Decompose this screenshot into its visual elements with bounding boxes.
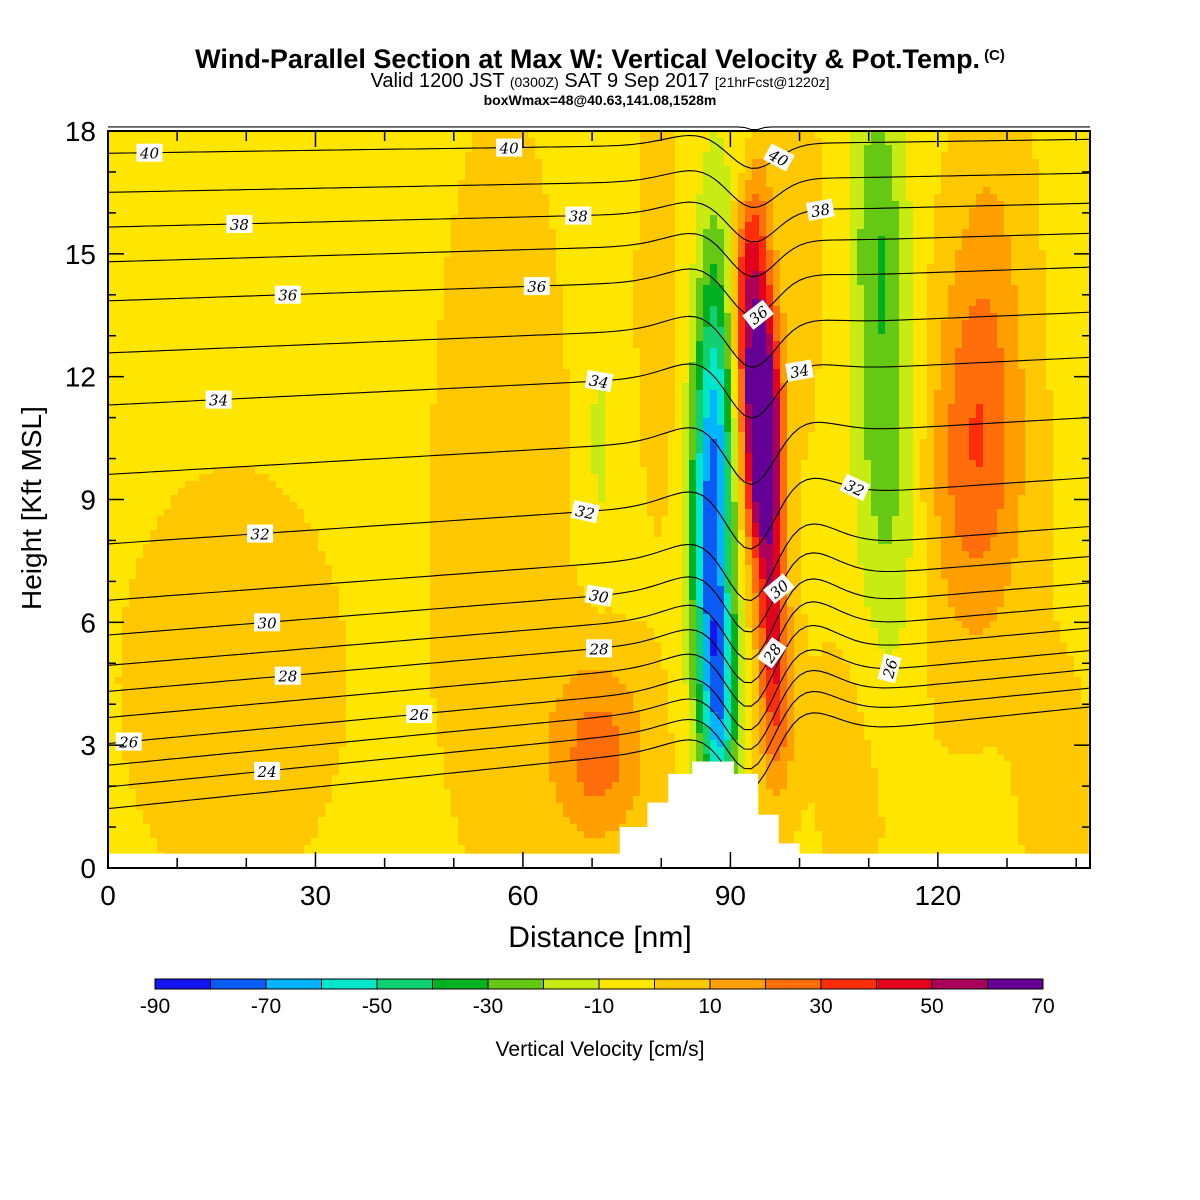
theta-contour-line [107, 668, 1091, 766]
theta-contour-label: 26 [877, 653, 902, 684]
theta-contour-label: 38 [565, 206, 592, 226]
y-tick-label: 0 [80, 853, 96, 884]
theta-contour-label: 34 [205, 390, 232, 410]
theta-contour-label: 34 [584, 369, 614, 393]
colorbar-swatch [876, 978, 933, 990]
colorbar-swatch [931, 978, 988, 990]
theta-contour-line [107, 706, 1091, 810]
theta-contour-line [107, 649, 1091, 745]
x-tick-label: 120 [914, 880, 961, 911]
colorbar-swatch [265, 978, 322, 990]
colorbar-tick-label: -70 [251, 995, 281, 1018]
copyright-mark: (C) [984, 47, 1005, 64]
y-tick-label: 9 [80, 485, 96, 516]
y-tick-label: 15 [65, 239, 96, 270]
colorbar-tick-label: 70 [1031, 995, 1054, 1018]
theta-contour-line [107, 232, 1091, 278]
colorbar-swatch [154, 978, 211, 990]
theta-labels: 4038363432302826244038363432302826403836… [115, 138, 902, 781]
theta-contour-label: 24 [254, 761, 281, 781]
y-tick-label: 18 [65, 116, 96, 147]
theta-contour-label: 30 [254, 613, 281, 632]
theta-contour-label: 36 [274, 285, 301, 305]
valid-time: Valid 1200 JST (0300Z) SAT 9 Sep 2017 [2… [370, 70, 830, 92]
x-tick-label: 60 [507, 880, 538, 911]
colorbar-tick-label: -90 [140, 995, 170, 1018]
colorbar-title: Vertical Velocity [cm/s] [495, 1038, 705, 1061]
theta-contour-label: 28 [586, 639, 612, 658]
colorbar-tick-label: -30 [473, 995, 503, 1018]
theta-contour-label: 32 [570, 500, 600, 523]
theta-contour-line [107, 311, 1091, 368]
theta-contour-label: 32 [247, 524, 274, 544]
theta-contour-line [107, 134, 1091, 169]
x-axis-title: Distance [nm] [508, 921, 692, 954]
theta-contour-line [107, 201, 1091, 243]
colorbar-swatch [654, 978, 711, 990]
forecast-info: [21hrFcst@1220z] [714, 74, 830, 90]
theta-contour-line [107, 578, 1091, 666]
theta-contour-line [107, 266, 1091, 317]
theta-contour-line [108, 126, 1090, 131]
ground-strip [108, 853, 1090, 868]
theta-contour-label: 36 [523, 277, 550, 296]
theta-contour-label: 40 [136, 143, 163, 163]
colorbar-swatch [987, 978, 1044, 990]
valid-utc: (0300Z) [509, 74, 559, 90]
box-wmax-info: boxWmax=48@40.63,141.08,1528m [483, 92, 717, 108]
colorbar-swatch [210, 978, 267, 990]
y-tick-label: 6 [80, 607, 96, 638]
colorbar: -90 -70 -50 -30 -10 10 30 50 70 [140, 978, 1055, 1018]
colorbar-tick-label: 10 [698, 995, 721, 1018]
theta-contour-line [107, 624, 1091, 719]
theta-contour-label: 40 [496, 138, 523, 158]
colorbar-swatch [820, 978, 877, 990]
x-tick-label: 30 [300, 880, 331, 911]
terrain-shape [599, 761, 800, 868]
theta-contour-line [107, 416, 1091, 486]
theta-contour-label: 28 [274, 666, 301, 686]
theta-contour-label: 38 [226, 214, 253, 234]
theta-contour-label: 38 [805, 198, 835, 221]
y-tick-label: 12 [65, 362, 96, 393]
colorbar-swatch [765, 978, 822, 990]
theta-contour-label: 26 [406, 705, 433, 724]
colorbar-swatch [543, 978, 600, 990]
y-axis-title: Height [Kft MSL] [16, 406, 47, 610]
colorbar-swatch [487, 978, 544, 990]
theta-contour-line [107, 523, 1091, 602]
colorbar-tick-label: 50 [920, 995, 943, 1018]
velocity-field [108, 131, 1091, 869]
theta-contour-label: 34 [785, 359, 814, 382]
colorbar-tick-label: -50 [362, 995, 392, 1018]
theta-contour-line [107, 170, 1091, 208]
y-tick-label: 3 [80, 730, 96, 761]
x-tick-label: 0 [100, 880, 116, 911]
colorbar-tick-label: -10 [584, 995, 614, 1018]
chart-title: Wind-Parallel Section at Max W: Vertical… [195, 44, 1005, 74]
colorbar-swatch [432, 978, 489, 990]
theta-contour-label: 30 [584, 584, 614, 607]
axis-ticks [107, 130, 1090, 869]
colorbar-swatch [321, 978, 378, 990]
colorbar-tick-label: 30 [809, 995, 832, 1018]
colorbar-swatch [376, 978, 433, 990]
theta-contour-label: 26 [115, 732, 142, 752]
colorbar-swatch [709, 978, 766, 990]
colorbar-swatch [598, 978, 655, 990]
x-tick-label: 90 [715, 880, 746, 911]
